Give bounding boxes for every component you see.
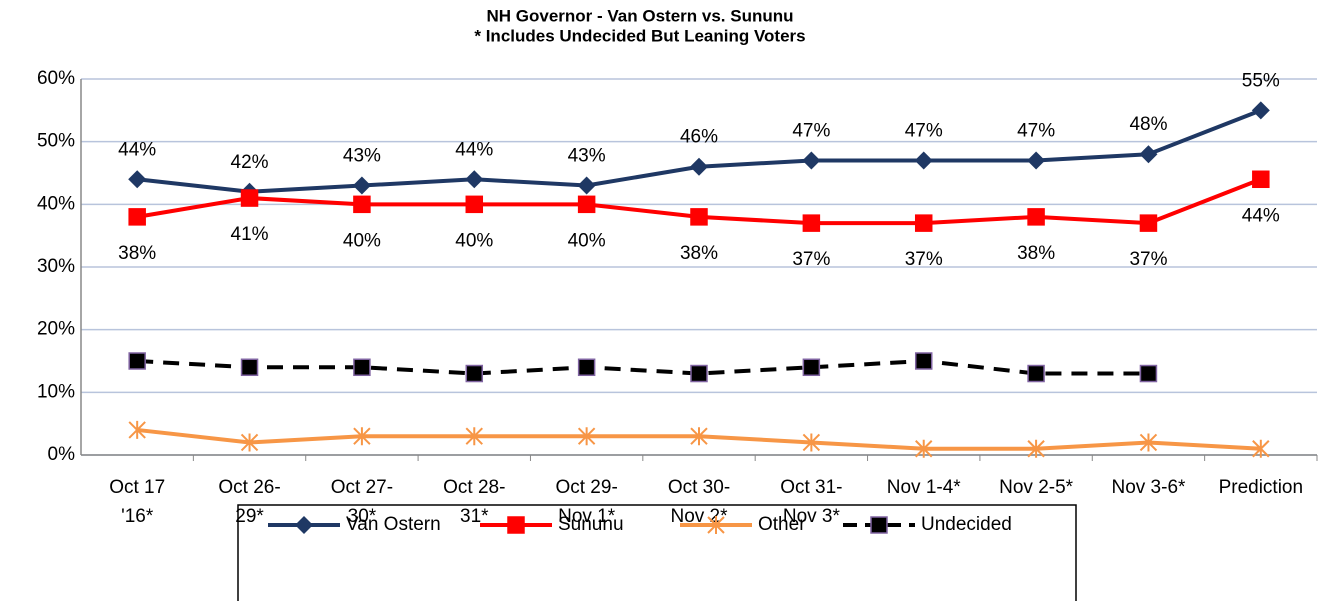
marker: [802, 214, 821, 232]
legend-label: Other: [758, 514, 806, 535]
marker: [240, 358, 259, 377]
legend-label: Undecided: [921, 514, 1012, 535]
series-line: [136, 108, 1262, 194]
marker: [352, 176, 371, 195]
series-line: [137, 358, 1149, 376]
x-tick-label: Oct 27-30*: [331, 477, 393, 527]
marker: [1139, 364, 1158, 383]
y-tick-label: 40%: [37, 193, 75, 214]
marker: [577, 358, 596, 377]
marker: [914, 214, 933, 232]
marker: [870, 516, 888, 534]
marker: [690, 427, 708, 446]
data-label: 37%: [792, 249, 830, 270]
data-label: 44%: [455, 139, 493, 160]
marker: [465, 170, 484, 189]
marker: [1252, 439, 1270, 458]
marker: [802, 151, 821, 170]
x-tick-label: Oct 26-29*: [218, 477, 280, 527]
x-tick-label: Oct 28-31*: [443, 477, 505, 527]
legend-box: [237, 504, 1077, 601]
marker: [507, 516, 525, 534]
y-tick-label: 0%: [48, 444, 76, 465]
marker: [1027, 439, 1045, 458]
marker: [465, 195, 484, 214]
marker: [802, 358, 821, 377]
data-label: 48%: [1129, 114, 1167, 135]
y-tick-label: 50%: [37, 131, 75, 152]
marker: [128, 170, 147, 189]
marker: [577, 195, 596, 214]
marker: [690, 157, 708, 176]
data-label: 38%: [1017, 243, 1055, 264]
marker: [128, 352, 146, 370]
marker: [577, 427, 596, 446]
marker: [1139, 214, 1158, 232]
marker: [915, 439, 933, 458]
data-label: 42%: [231, 152, 269, 173]
legend-label: Sununu: [558, 514, 624, 535]
data-label: 46%: [680, 127, 718, 148]
marker: [1139, 433, 1158, 452]
y-tick-label: 20%: [37, 319, 75, 340]
marker: [690, 364, 708, 383]
data-label: 37%: [1129, 249, 1167, 270]
marker: [802, 433, 821, 452]
y-tick-label: 30%: [37, 256, 75, 277]
x-tick-label: Prediction: [1219, 477, 1304, 498]
marker: [353, 427, 371, 446]
marker: [353, 358, 371, 377]
marker: [240, 433, 259, 452]
x-tick-label: Nov 2-5*: [999, 477, 1074, 498]
legend-label: Van Ostern: [346, 514, 441, 535]
data-label: 44%: [1242, 205, 1280, 226]
data-label: 43%: [343, 146, 381, 167]
x-tick-label: Oct 31-Nov 3*: [780, 477, 842, 527]
data-label: 40%: [455, 230, 493, 251]
marker: [128, 208, 146, 226]
data-label: 41%: [231, 224, 269, 245]
marker: [128, 420, 146, 439]
marker: [465, 364, 484, 383]
y-tick-label: 60%: [37, 68, 75, 89]
marker: [1027, 151, 1046, 170]
data-label: 47%: [905, 120, 943, 141]
marker: [577, 176, 596, 195]
data-label: 37%: [905, 249, 943, 270]
data-label: 47%: [1017, 120, 1055, 141]
marker: [240, 189, 259, 207]
data-label: 43%: [568, 146, 606, 167]
data-label: 38%: [118, 243, 156, 264]
marker: [914, 352, 933, 370]
x-tick-label: Nov 3-6*: [1111, 477, 1186, 498]
marker: [353, 195, 371, 214]
marker: [1027, 364, 1045, 383]
data-label: 47%: [792, 120, 830, 141]
x-tick-label: Oct 17'16*: [109, 477, 165, 527]
x-tick-label: Nov 1-4*: [887, 477, 962, 498]
chart-title: NH Governor - Van Ostern vs. Sununu: [487, 6, 794, 25]
marker: [1027, 208, 1045, 226]
x-tick-label: Oct 29-Nov 1*: [555, 477, 617, 527]
marker: [914, 151, 933, 170]
marker: [295, 516, 313, 534]
data-label: 44%: [118, 139, 156, 160]
chart-subtitle: * Includes Undecided But Leaning Voters: [474, 26, 805, 45]
marker: [1251, 101, 1270, 120]
marker: [1252, 170, 1270, 189]
data-label: 55%: [1242, 70, 1280, 91]
data-label: 40%: [343, 230, 381, 251]
data-label: 40%: [568, 230, 606, 251]
marker: [1139, 145, 1158, 164]
marker: [690, 208, 708, 226]
data-label: 38%: [680, 243, 718, 264]
y-tick-label: 10%: [37, 381, 75, 402]
marker: [707, 516, 725, 534]
marker: [465, 427, 483, 446]
